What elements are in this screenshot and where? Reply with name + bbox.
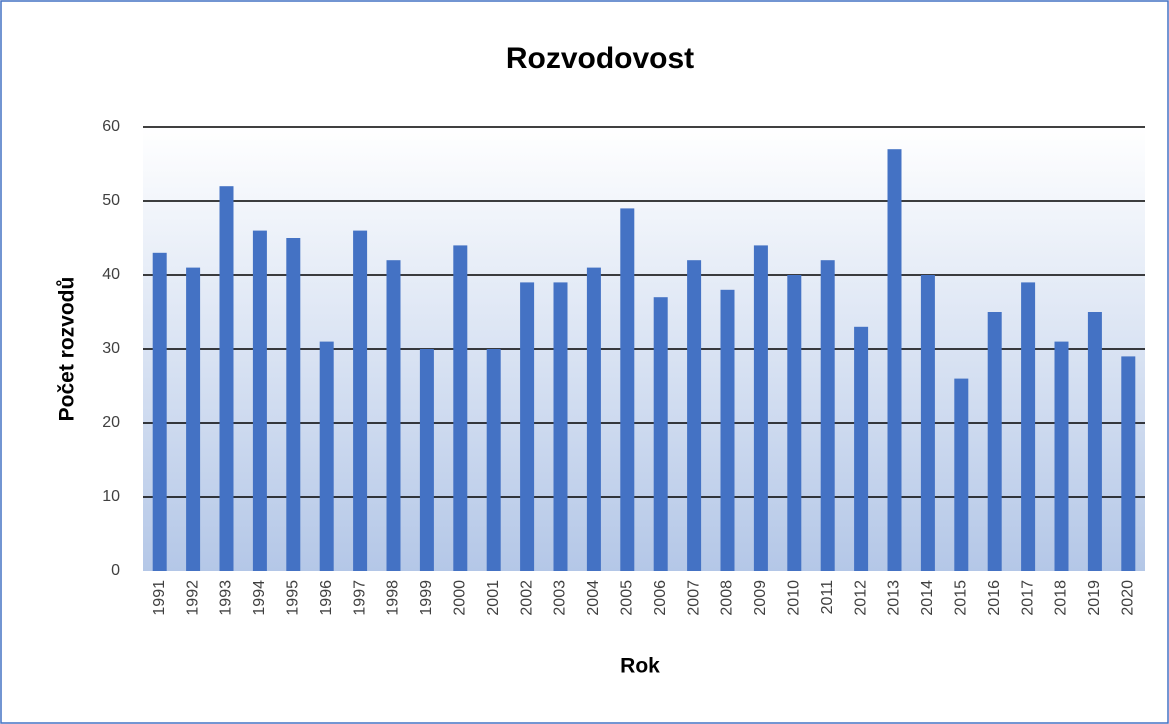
x-tick-label: 1997: [351, 580, 368, 616]
bar: [1087, 312, 1102, 571]
x-tick-label: 1993: [218, 580, 235, 616]
bar: [1054, 341, 1069, 571]
x-tick-label: 2007: [685, 580, 702, 616]
chart-title: Rozvodovost: [506, 42, 694, 75]
x-tick-label: 2001: [485, 580, 502, 616]
bar: [653, 297, 668, 571]
y-tick-label: 50: [102, 192, 120, 209]
y-tick-label: 40: [102, 266, 120, 283]
x-tick-label: 2013: [886, 580, 903, 616]
x-tick-label: 1996: [318, 580, 335, 616]
bar: [920, 275, 935, 571]
x-tick-label: 2002: [518, 580, 535, 616]
bar: [252, 230, 267, 571]
bar: [620, 208, 635, 571]
x-tick-label: 2012: [852, 580, 869, 616]
bar: [687, 260, 702, 571]
x-tick-label: 2019: [1086, 580, 1103, 616]
x-tick-label: 2010: [786, 580, 803, 616]
bar: [987, 312, 1002, 571]
x-tick-label: 2014: [919, 580, 936, 616]
bar: [419, 349, 434, 571]
x-tick-label: 2008: [719, 580, 736, 616]
x-axis-title: Rok: [620, 655, 660, 678]
bar: [1021, 282, 1036, 571]
x-tick-label: 2020: [1120, 580, 1137, 616]
y-tick-label: 30: [102, 340, 120, 357]
x-tick-label: 2017: [1019, 580, 1036, 616]
x-tick-label: 1991: [151, 580, 168, 616]
y-axis-title: Počet rozvodů: [56, 277, 79, 422]
bar: [219, 186, 234, 571]
x-tick-label: 2011: [819, 580, 836, 615]
bar: [586, 267, 601, 571]
x-tick-label: 2016: [986, 580, 1003, 616]
y-tick-label: 20: [102, 414, 120, 431]
x-tick-label: 1992: [184, 580, 201, 616]
bar: [520, 282, 535, 571]
bar: [887, 149, 902, 571]
bar: [152, 252, 167, 572]
bar: [453, 245, 468, 571]
x-tick-label: 2018: [1053, 580, 1070, 616]
x-tick-label: 2006: [652, 580, 669, 616]
bar: [286, 238, 301, 571]
x-tick-label: 1999: [418, 580, 435, 616]
x-tick-label: 2000: [452, 580, 469, 616]
x-tick-label: 2003: [552, 580, 569, 616]
x-tick-label: 2015: [953, 580, 970, 616]
bar: [353, 230, 368, 571]
bar: [386, 260, 401, 571]
bar: [720, 289, 735, 571]
x-tick-label: 2005: [619, 580, 636, 616]
bar: [820, 260, 835, 571]
bar: [486, 349, 501, 571]
x-tick-label: 1998: [385, 580, 402, 616]
y-tick-label: 10: [102, 488, 120, 505]
x-tick-label: 1994: [251, 580, 268, 616]
x-tick-label: 2004: [585, 580, 602, 616]
bar: [186, 267, 201, 571]
bar: [319, 341, 334, 571]
bar: [854, 326, 869, 571]
bar: [1121, 356, 1136, 571]
bar: [787, 275, 802, 571]
bar: [954, 378, 969, 571]
x-tick-label: 2009: [752, 580, 769, 616]
bar: [753, 245, 768, 571]
bar: [553, 282, 568, 571]
y-tick-label: 0: [111, 562, 120, 579]
y-tick-label: 60: [102, 118, 120, 135]
x-tick-label: 1995: [285, 580, 302, 616]
